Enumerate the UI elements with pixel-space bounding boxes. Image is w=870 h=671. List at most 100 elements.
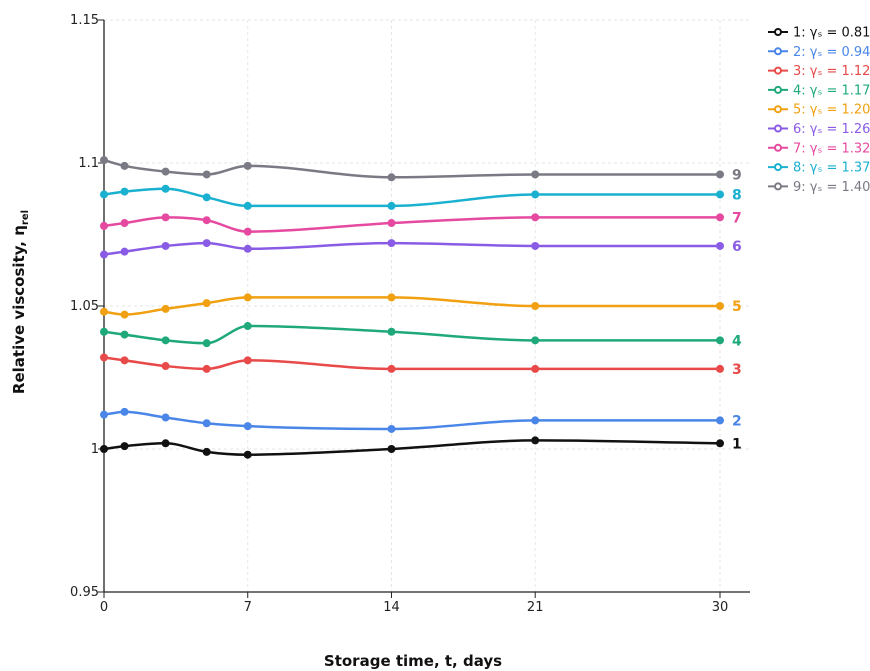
data-point <box>531 170 540 179</box>
legend-marker <box>774 28 782 36</box>
data-point <box>120 187 129 196</box>
x-tick-label: 14 <box>383 600 400 615</box>
y-tick-label: 0.95 <box>70 585 99 600</box>
data-point <box>100 353 108 362</box>
data-point <box>161 413 170 422</box>
series-line-4 <box>103 324 720 345</box>
data-point <box>387 445 396 453</box>
data-point <box>716 241 724 250</box>
legend-label: 7: γₛ = 1.32 <box>793 141 870 156</box>
series-7 <box>100 213 724 236</box>
series-3 <box>100 353 724 373</box>
y-axis-title-main: Relative viscosity, η <box>10 225 28 394</box>
data-point <box>531 416 540 425</box>
data-point <box>243 244 252 253</box>
data-point <box>161 184 170 193</box>
series-line-7 <box>103 216 720 233</box>
series-end-label: 6 <box>732 239 742 255</box>
series-line-3 <box>103 356 720 371</box>
data-point <box>387 293 396 302</box>
series-2 <box>100 407 724 433</box>
data-point <box>100 190 108 199</box>
x-tick-label: 21 <box>527 600 544 615</box>
legend-marker <box>774 143 782 152</box>
data-point <box>202 447 211 456</box>
data-point <box>387 173 396 182</box>
data-point <box>161 241 170 250</box>
legend-marker <box>774 85 782 94</box>
data-point <box>100 410 108 419</box>
series-end-label: 7 <box>732 210 742 226</box>
series-line-5 <box>103 296 720 316</box>
data-point <box>531 190 540 199</box>
data-point <box>202 364 211 373</box>
legend-item: 8: γₛ = 1.37 <box>768 161 870 176</box>
data-point <box>100 250 108 259</box>
data-point <box>387 239 396 248</box>
legend-marker <box>774 105 782 114</box>
legend-item: 6: γₛ = 1.26 <box>768 122 870 137</box>
data-point <box>100 156 108 165</box>
y-tick-label: 1.15 <box>70 13 99 28</box>
legend-marker <box>774 66 782 75</box>
legend: 1: γₛ = 0.81 2: γₛ = 0.94 3: γₛ = 1.12 4: γ… <box>768 26 870 195</box>
grid <box>104 19 750 592</box>
series-end-label: 3 <box>732 362 742 378</box>
series-6 <box>100 239 724 259</box>
data-point <box>716 170 724 179</box>
legend-label: 6: γₛ = 1.26 <box>793 122 870 137</box>
y-tick-label: 1 <box>91 442 99 457</box>
data-point <box>120 219 129 228</box>
data-point <box>161 439 170 448</box>
legend-label: 9: γₛ = 1.40 <box>793 180 870 195</box>
legend-marker <box>774 124 782 133</box>
legend-item: 3: γₛ = 1.12 <box>768 64 870 79</box>
data-point <box>243 161 252 170</box>
data-point <box>531 436 540 445</box>
data-point <box>120 330 129 339</box>
data-point <box>243 450 252 459</box>
series-1 <box>100 436 724 459</box>
data-point <box>161 304 170 313</box>
data-point <box>100 307 108 316</box>
data-point <box>202 339 211 348</box>
y-axis-title-subscript: rel <box>20 210 31 225</box>
data-point <box>387 424 396 433</box>
series-line-2 <box>103 410 720 431</box>
legend-marker <box>774 182 782 191</box>
series-4 <box>100 322 724 348</box>
legend-marker <box>774 163 782 172</box>
legend-label: 2: γₛ = 0.94 <box>793 45 870 60</box>
y-tick-label: 1.05 <box>70 299 99 314</box>
data-point <box>716 213 724 222</box>
data-point <box>716 336 724 345</box>
legend-label: 1: γₛ = 0.81 <box>793 26 870 41</box>
data-point <box>531 364 540 373</box>
data-point <box>243 293 252 302</box>
end-labels: 1 2 3 4 5 6 7 8 9 <box>732 167 742 452</box>
series-end-label: 1 <box>732 436 742 452</box>
data-point <box>202 193 211 202</box>
series-line-1 <box>103 439 721 456</box>
data-point <box>387 327 396 336</box>
data-point <box>202 239 211 248</box>
data-point <box>100 221 108 230</box>
series-line-8 <box>103 187 720 208</box>
data-point <box>243 356 252 365</box>
data-point <box>161 336 170 345</box>
series <box>100 156 724 459</box>
data-point <box>120 310 129 319</box>
data-point <box>387 201 396 210</box>
data-point <box>716 364 724 373</box>
x-tick-label: 30 <box>712 600 729 615</box>
series-end-label: 9 <box>732 167 742 183</box>
data-point <box>387 364 396 373</box>
x-axis-title: Storage time, t, days <box>324 652 502 670</box>
series-end-label: 4 <box>732 333 742 349</box>
data-point <box>202 419 211 428</box>
data-point <box>531 241 540 250</box>
data-point <box>202 170 211 179</box>
data-point <box>120 356 129 365</box>
